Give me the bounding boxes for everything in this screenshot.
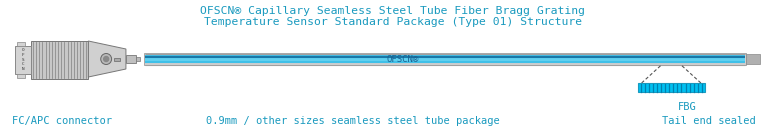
Text: C: C [22,62,25,66]
Text: Tail end sealed: Tail end sealed [662,116,756,126]
Bar [144,57,745,61]
Bar [17,74,25,78]
Text: FC/APC connector: FC/APC connector [12,116,111,126]
Text: 0.9mm / other sizes seamless steel tube package: 0.9mm / other sizes seamless steel tube … [207,116,500,126]
Circle shape [101,53,111,64]
Bar [114,57,120,60]
Text: N: N [22,67,25,71]
Bar [144,55,745,63]
Bar [746,54,760,64]
Text: F: F [22,53,25,57]
Bar [637,83,705,92]
Bar [31,41,88,79]
Bar [17,42,25,46]
Bar [126,55,136,63]
Circle shape [104,57,108,62]
Text: S: S [22,58,25,62]
Text: O: O [22,48,25,52]
Text: OFSCN® Capillary Seamless Steel Tube Fiber Bragg Grating: OFSCN® Capillary Seamless Steel Tube Fib… [200,6,585,16]
Polygon shape [88,41,126,77]
Text: Temperature Sensor Standard Package (Type 01) Structure: Temperature Sensor Standard Package (Typ… [204,17,581,27]
Text: OFSCN®: OFSCN® [386,55,419,64]
Text: FBG: FBG [677,102,697,112]
Bar [144,53,746,65]
Bar [136,57,140,61]
Bar [15,46,31,74]
